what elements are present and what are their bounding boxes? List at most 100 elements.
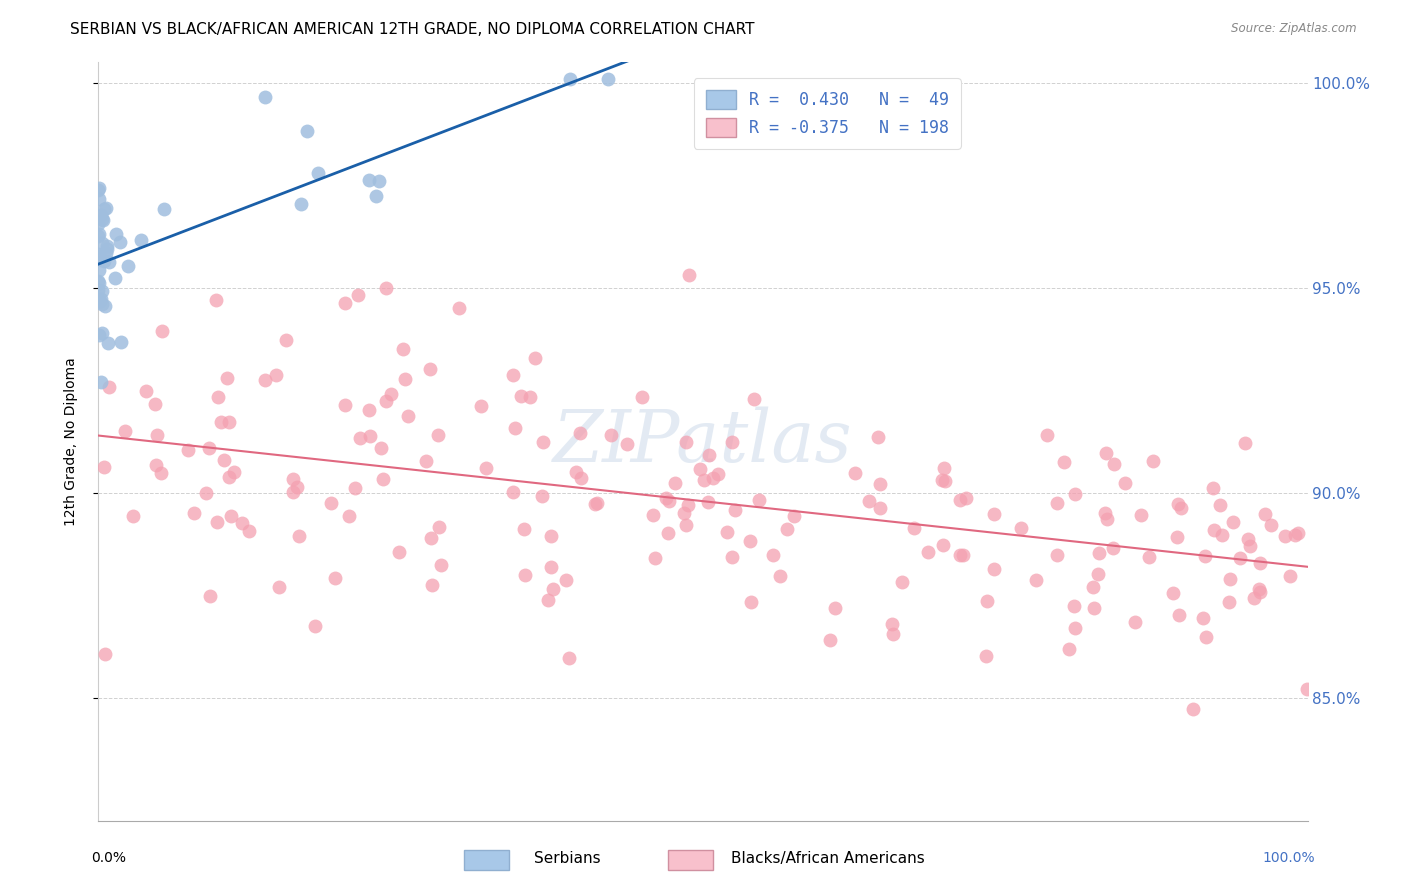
- Point: [205, 293, 228, 307]
- Point: [266, 368, 288, 382]
- Point: [90, 297, 112, 311]
- Point: [323, 572, 346, 586]
- Point: [364, 189, 387, 203]
- Point: [121, 508, 143, 523]
- Point: [375, 393, 398, 408]
- Point: [335, 296, 357, 310]
- Point: [1208, 498, 1230, 512]
- Point: [858, 494, 880, 508]
- Point: [1249, 557, 1271, 571]
- Point: [347, 287, 370, 301]
- Point: [198, 441, 221, 455]
- Point: [1192, 611, 1215, 625]
- Point: [1222, 515, 1244, 529]
- Point: [87, 274, 110, 288]
- Point: [96, 336, 118, 351]
- Point: [129, 233, 152, 247]
- Point: [1097, 512, 1119, 526]
- Point: [98, 380, 121, 394]
- Point: [1219, 572, 1241, 586]
- Point: [955, 491, 977, 505]
- Point: [150, 324, 173, 338]
- Point: [844, 466, 866, 480]
- Point: [1234, 435, 1257, 450]
- Point: [96, 242, 118, 256]
- Point: [657, 526, 679, 541]
- Point: [370, 441, 392, 455]
- Legend: R =  0.430   N =  49, R = -0.375   N = 198: R = 0.430 N = 49, R = -0.375 N = 198: [695, 78, 960, 149]
- Point: [869, 477, 891, 491]
- Point: [673, 506, 696, 520]
- Point: [91, 236, 114, 251]
- Point: [114, 424, 136, 438]
- Point: [818, 633, 841, 648]
- Point: [150, 467, 173, 481]
- Point: [94, 647, 117, 661]
- Point: [145, 458, 167, 473]
- Point: [1243, 591, 1265, 606]
- Point: [110, 334, 132, 349]
- Point: [357, 403, 380, 417]
- Point: [540, 529, 562, 543]
- Point: [678, 268, 700, 283]
- Point: [558, 71, 581, 86]
- Point: [1284, 528, 1306, 542]
- Point: [748, 493, 770, 508]
- Point: [1057, 642, 1080, 657]
- Point: [281, 485, 304, 500]
- Point: [200, 590, 222, 604]
- Point: [1063, 599, 1085, 613]
- Point: [221, 509, 243, 524]
- Point: [1094, 506, 1116, 520]
- Point: [231, 516, 253, 530]
- Point: [676, 498, 699, 512]
- Point: [689, 461, 711, 475]
- Point: [215, 371, 238, 385]
- Point: [267, 581, 290, 595]
- Text: 0.0%: 0.0%: [91, 851, 127, 865]
- Point: [882, 626, 904, 640]
- Point: [276, 333, 298, 347]
- Point: [503, 420, 526, 434]
- Point: [1279, 569, 1302, 583]
- Point: [1286, 526, 1309, 541]
- Point: [470, 399, 492, 413]
- Point: [207, 390, 229, 404]
- Point: [903, 521, 925, 535]
- Point: [707, 467, 730, 481]
- Point: [183, 506, 205, 520]
- Point: [283, 472, 305, 486]
- Point: [644, 551, 666, 566]
- Point: [87, 284, 110, 298]
- Point: [253, 373, 276, 387]
- Point: [1081, 580, 1104, 594]
- Point: [373, 473, 395, 487]
- Point: [87, 250, 110, 264]
- Point: [1142, 454, 1164, 468]
- Point: [90, 208, 112, 222]
- Point: [93, 459, 115, 474]
- Text: Serbians: Serbians: [534, 851, 600, 865]
- Point: [1202, 523, 1225, 537]
- Point: [90, 293, 112, 307]
- Point: [110, 235, 132, 250]
- Point: [1094, 445, 1116, 459]
- Point: [675, 434, 697, 449]
- Point: [1163, 586, 1185, 600]
- Point: [1168, 607, 1191, 622]
- Point: [952, 548, 974, 562]
- Point: [1167, 497, 1189, 511]
- Point: [89, 192, 111, 206]
- Point: [96, 238, 118, 252]
- Point: [1260, 517, 1282, 532]
- Point: [238, 524, 260, 539]
- Point: [415, 454, 437, 468]
- Point: [290, 196, 312, 211]
- Point: [598, 71, 620, 86]
- Point: [931, 473, 953, 487]
- Point: [1236, 533, 1258, 547]
- Point: [368, 174, 391, 188]
- Point: [512, 522, 534, 536]
- Point: [554, 574, 576, 588]
- Text: Blacks/African Americans: Blacks/African Americans: [731, 851, 925, 865]
